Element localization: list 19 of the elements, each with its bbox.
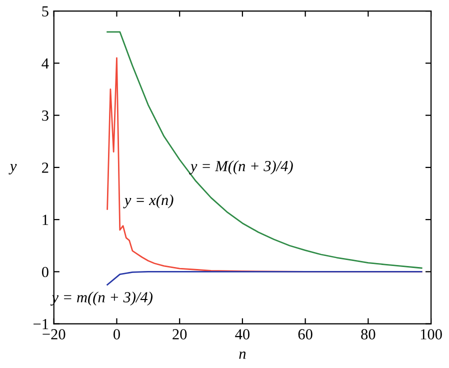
- annotation: y = M((n + 3)/4): [189, 160, 293, 174]
- x-axis-title: n: [239, 352, 246, 359]
- x-tick-label: 100: [420, 329, 442, 340]
- y-tick-label: 2: [42, 162, 48, 173]
- y-tick-label: 5: [42, 6, 48, 16]
- y-axis-title: y: [8, 164, 17, 174]
- x-tick-label: 60: [298, 329, 312, 340]
- y-tick-label: 3: [42, 110, 48, 121]
- y-tick-label: −1: [34, 319, 48, 330]
- x-tick-label: −20: [42, 329, 66, 340]
- x-tick-label: 20: [172, 329, 187, 340]
- line-series: [106, 271, 422, 286]
- x-tick-label: 40: [235, 329, 250, 340]
- y-tick-label: 4: [42, 58, 49, 68]
- annotation: y = x(n): [123, 194, 174, 208]
- y-tick-label: 0: [42, 266, 48, 278]
- y-tick-label: 1: [42, 214, 48, 225]
- x-tick-label: 80: [361, 329, 376, 340]
- x-tick-label: 0: [114, 329, 120, 340]
